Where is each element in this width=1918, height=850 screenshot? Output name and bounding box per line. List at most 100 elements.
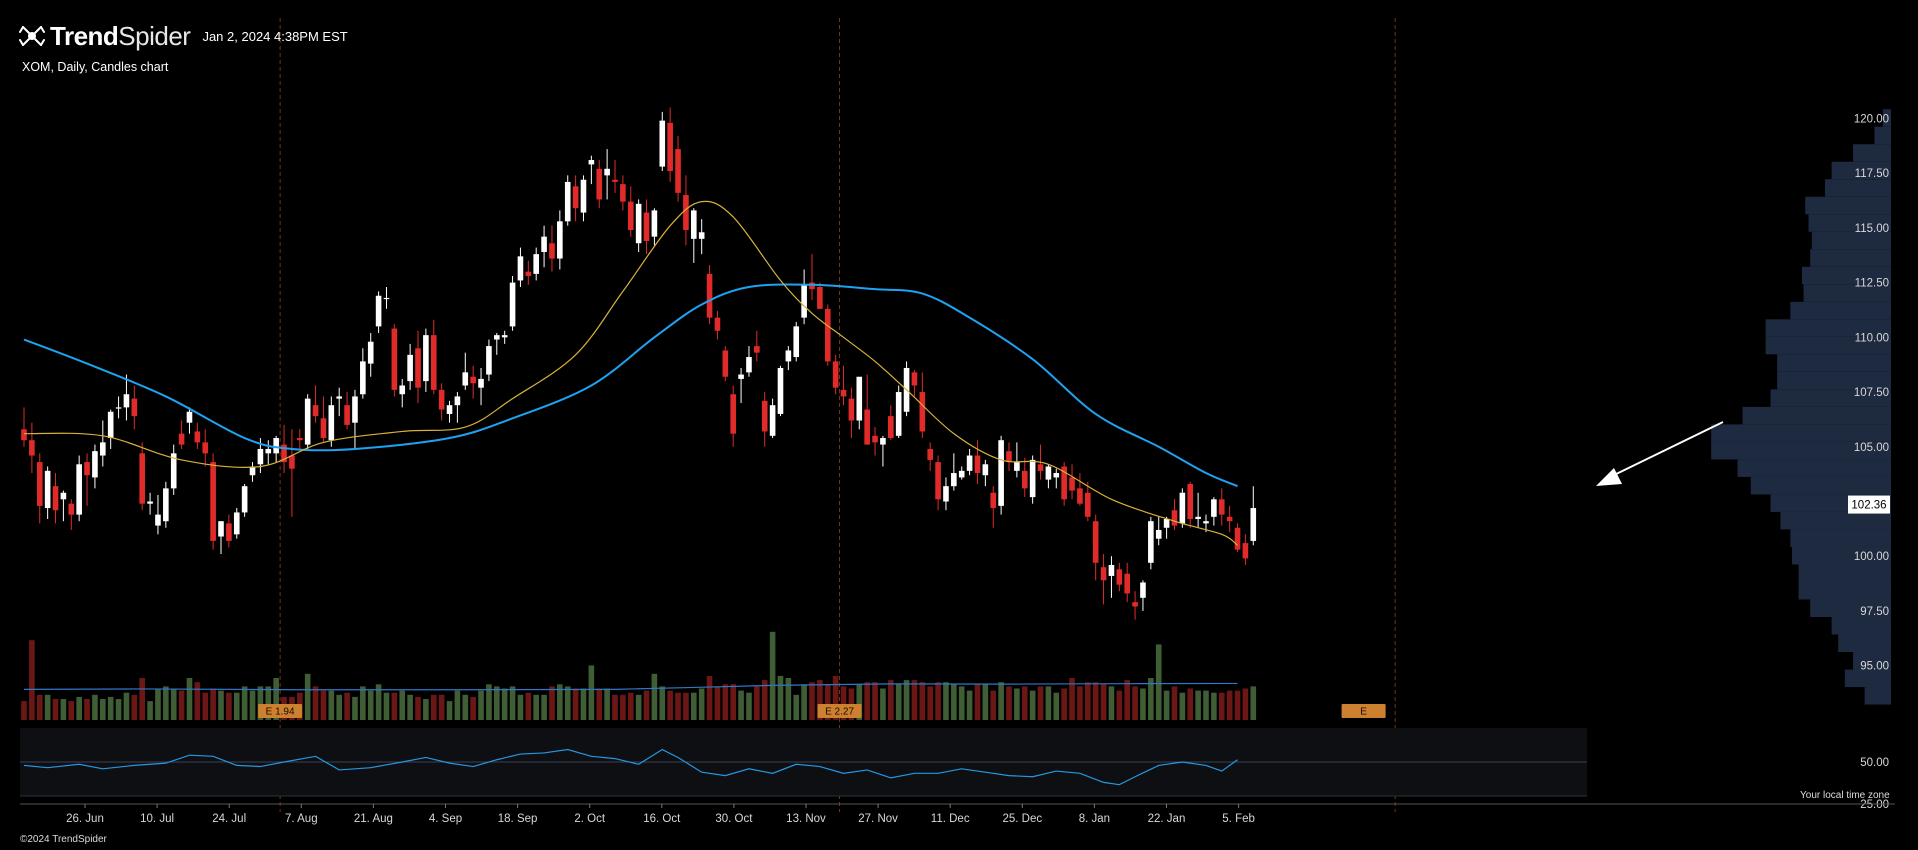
volume-profile-bar xyxy=(1864,687,1891,705)
candle-body xyxy=(178,433,185,445)
earnings-marker[interactable]: E 2.27 xyxy=(817,704,862,718)
volume-bar xyxy=(391,692,398,720)
candle-body xyxy=(415,348,421,388)
candle-body xyxy=(367,341,374,364)
candle-body xyxy=(541,236,547,252)
volume-bar xyxy=(194,682,201,720)
volume-bar xyxy=(383,692,390,720)
candle-body xyxy=(1077,488,1083,504)
volume-bar xyxy=(186,678,193,720)
volume-profile-bar xyxy=(1777,371,1891,390)
candle-body xyxy=(761,400,768,432)
volume-bar xyxy=(352,696,358,720)
candle-body xyxy=(935,462,941,500)
volume-bar xyxy=(60,699,67,720)
volume-bar xyxy=(864,682,870,720)
last-price-label: 102.36 xyxy=(1851,500,1886,512)
volume-profile-bar xyxy=(1844,669,1891,688)
candle-body xyxy=(596,168,603,200)
candles xyxy=(21,107,1257,620)
volume-bar xyxy=(706,675,713,720)
volume-bar xyxy=(423,699,429,720)
volume-profile-bar xyxy=(1777,354,1891,372)
volume-bar xyxy=(147,701,153,720)
volume-bar xyxy=(549,686,555,720)
candle-body xyxy=(218,521,224,537)
volume-bar xyxy=(1132,686,1138,720)
volume-bar xyxy=(257,686,264,720)
candle-body xyxy=(1061,466,1067,500)
volume-bar xyxy=(557,684,563,720)
volume-bar xyxy=(273,678,279,720)
candle-body xyxy=(210,462,216,541)
volume-bar xyxy=(580,688,587,720)
volume-profile-bar xyxy=(1798,581,1891,600)
date-tick-label: 25. Dec xyxy=(1002,813,1042,825)
volume-bar xyxy=(478,690,484,720)
trendspider-logo-icon[interactable] xyxy=(18,22,46,50)
volume-bar xyxy=(328,690,335,720)
candle-body xyxy=(509,282,516,327)
volume-bar xyxy=(1211,692,1217,720)
candle-body xyxy=(580,179,587,213)
price-tick-label: 120.00 xyxy=(1854,113,1889,125)
last-price-badge xyxy=(1848,495,1890,514)
volume-bar xyxy=(588,665,595,720)
candle-body xyxy=(517,256,524,281)
timezone-note[interactable]: Your local time zone xyxy=(1800,790,1890,801)
candle-body xyxy=(1116,569,1123,585)
chart-timestamp: Jan 2, 2024 4:38PM EST xyxy=(202,28,348,44)
volume-bar xyxy=(840,686,847,720)
candle-body xyxy=(312,405,319,417)
candle-body xyxy=(383,297,390,300)
volume-bar xyxy=(430,694,437,720)
volume-profile-bar xyxy=(1765,336,1891,355)
volume-profile-bar xyxy=(1882,109,1891,127)
candle-body xyxy=(249,466,256,476)
volume-bar xyxy=(1163,690,1170,720)
candle-body xyxy=(1100,567,1107,581)
price-tick-label: 95.00 xyxy=(1860,661,1889,673)
candle-body xyxy=(840,389,847,397)
volume-bar xyxy=(501,688,508,720)
volume-bar xyxy=(1203,690,1209,720)
candle-body xyxy=(399,385,406,395)
volume-bar xyxy=(754,686,760,720)
candle-body xyxy=(1234,527,1241,550)
candle-body xyxy=(1069,477,1075,491)
volume-profile-bar xyxy=(1810,599,1891,617)
volume-bar xyxy=(415,696,421,720)
earnings-marker[interactable]: E xyxy=(1341,704,1386,718)
candle-body xyxy=(241,486,248,513)
candle-body xyxy=(951,473,957,487)
volume-bar xyxy=(691,692,697,720)
rsi-tick-label: 50.00 xyxy=(1860,757,1889,769)
volume-bar xyxy=(722,684,729,720)
volume-bar xyxy=(1140,688,1146,720)
candle-body xyxy=(793,326,800,358)
price-tick-label: 112.50 xyxy=(1855,278,1889,290)
date-tick-label: 30. Oct xyxy=(715,813,753,825)
volume-bar xyxy=(817,680,823,720)
brand-light: Spider xyxy=(118,20,191,51)
candle-body xyxy=(620,184,626,202)
grid-separators xyxy=(279,18,1396,812)
candle-body xyxy=(123,394,130,408)
candle-body xyxy=(29,440,35,456)
volume-bar xyxy=(856,684,863,720)
candle-body xyxy=(738,374,744,379)
volume-bar xyxy=(438,694,445,720)
earnings-markers[interactable]: E 1.94 E 2.27 E xyxy=(258,704,1386,718)
volume-bar xyxy=(44,694,51,720)
earnings-marker[interactable]: E 1.94 xyxy=(258,704,303,718)
candle-body xyxy=(281,444,287,463)
volume-profile-bar xyxy=(1780,511,1891,530)
volume-bar xyxy=(446,701,453,720)
volume-bar xyxy=(1014,688,1020,720)
volume-bars xyxy=(21,631,1257,720)
candle-body xyxy=(604,168,610,176)
candle-body xyxy=(533,254,539,274)
candle-body xyxy=(375,295,382,327)
candle-body xyxy=(1092,521,1099,563)
